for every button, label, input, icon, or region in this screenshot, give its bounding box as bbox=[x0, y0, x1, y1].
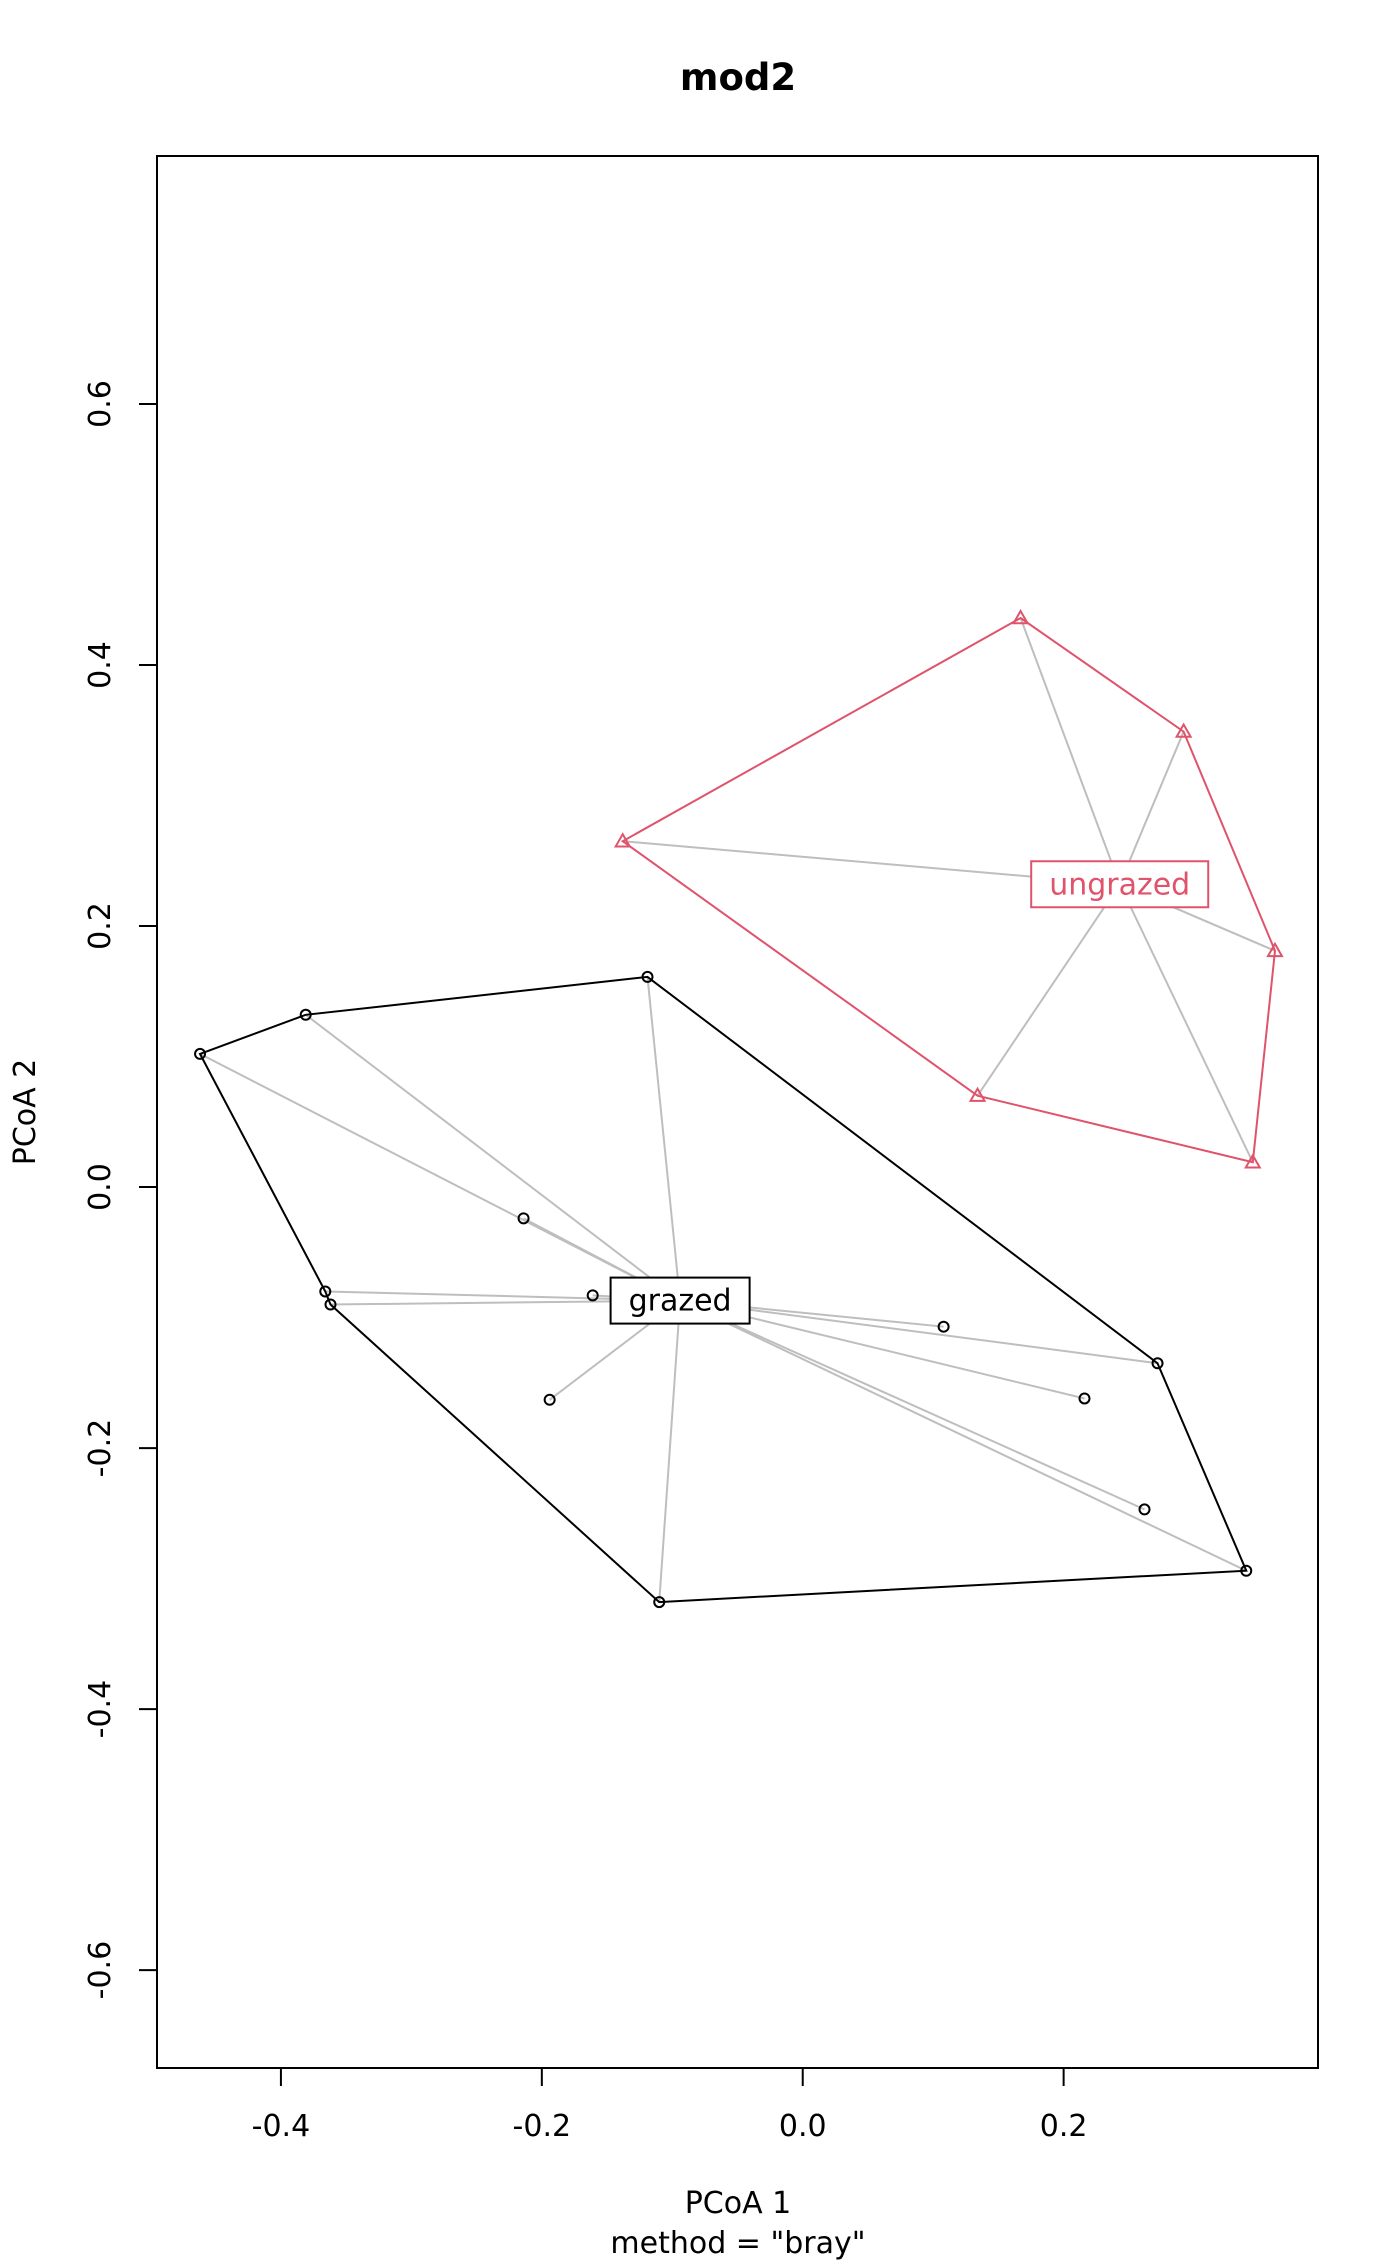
point-grazed bbox=[1138, 1503, 1151, 1516]
x-tick-label: 0.0 bbox=[779, 2109, 827, 2144]
y-tick-label: 0.2 bbox=[83, 902, 118, 950]
x-tick-label: -0.2 bbox=[513, 2109, 572, 2144]
chart-title: mod2 bbox=[680, 56, 796, 99]
point-ungrazed bbox=[613, 832, 632, 848]
point-grazed bbox=[194, 1047, 207, 1060]
point-grazed bbox=[1240, 1564, 1253, 1577]
plot-layer: grazed ungrazed bbox=[194, 608, 1284, 1609]
spider-segment bbox=[679, 1299, 1145, 1511]
hull-ungrazed bbox=[620, 616, 1277, 1164]
y-tick-label: 0.4 bbox=[83, 641, 118, 689]
group-label-grazed: grazed bbox=[609, 1276, 751, 1325]
spider-segment bbox=[646, 976, 682, 1301]
point-grazed bbox=[937, 1320, 950, 1333]
point-grazed bbox=[543, 1393, 556, 1406]
group-label-text: ungrazed bbox=[1049, 867, 1190, 902]
point-grazed bbox=[641, 970, 654, 983]
point-grazed bbox=[653, 1596, 666, 1609]
spider-segment bbox=[679, 1299, 1158, 1365]
point-ungrazed bbox=[1266, 941, 1284, 958]
x-tick-label: -0.4 bbox=[252, 2109, 311, 2144]
point-ungrazed bbox=[968, 1086, 987, 1102]
spider-segment bbox=[1118, 883, 1254, 1163]
point-grazed bbox=[299, 1008, 312, 1021]
point-grazed bbox=[319, 1285, 332, 1298]
y-tick-label: 0.6 bbox=[83, 380, 118, 428]
group-label-ungrazed: ungrazed bbox=[1030, 860, 1210, 909]
y-tick-label: 0.0 bbox=[83, 1163, 118, 1211]
y-tick-label: -0.4 bbox=[83, 1680, 118, 1739]
spider-segment bbox=[658, 1300, 682, 1603]
point-ungrazed bbox=[1244, 1153, 1262, 1169]
group-label-box bbox=[609, 1276, 751, 1325]
spider-segment bbox=[1019, 617, 1121, 885]
y-axis-label: PCoA 2 bbox=[8, 1059, 43, 1166]
plot-frame bbox=[156, 155, 1319, 2069]
spider-segment bbox=[1118, 731, 1185, 885]
point-grazed bbox=[586, 1289, 599, 1302]
x-axis-label: PCoA 1 bbox=[685, 2186, 792, 2221]
spider-segment bbox=[305, 1013, 681, 1302]
y-axis: -0.6 -0.4 -0.2 0.0 0.2 0.4 0.6 bbox=[83, 380, 158, 2000]
point-grazed bbox=[1151, 1357, 1164, 1370]
spider-segment bbox=[679, 1299, 1247, 1572]
point-grazed bbox=[517, 1212, 530, 1225]
x-axis: -0.4 -0.2 0.0 0.2 bbox=[252, 2067, 1088, 2144]
y-tick-label: -0.2 bbox=[83, 1419, 118, 1478]
point-grazed bbox=[1078, 1392, 1091, 1405]
point-ungrazed bbox=[1011, 608, 1030, 625]
group-label-text: grazed bbox=[629, 1284, 732, 1319]
x-tick-label: 0.2 bbox=[1040, 2109, 1088, 2144]
point-ungrazed bbox=[1174, 722, 1193, 738]
y-tick-label: -0.6 bbox=[83, 1941, 118, 2000]
spider-segment bbox=[976, 883, 1121, 1097]
point-grazed bbox=[324, 1298, 337, 1311]
group-label-box bbox=[1030, 860, 1210, 909]
x-axis-sublabel: method = "bray" bbox=[610, 2226, 865, 2261]
